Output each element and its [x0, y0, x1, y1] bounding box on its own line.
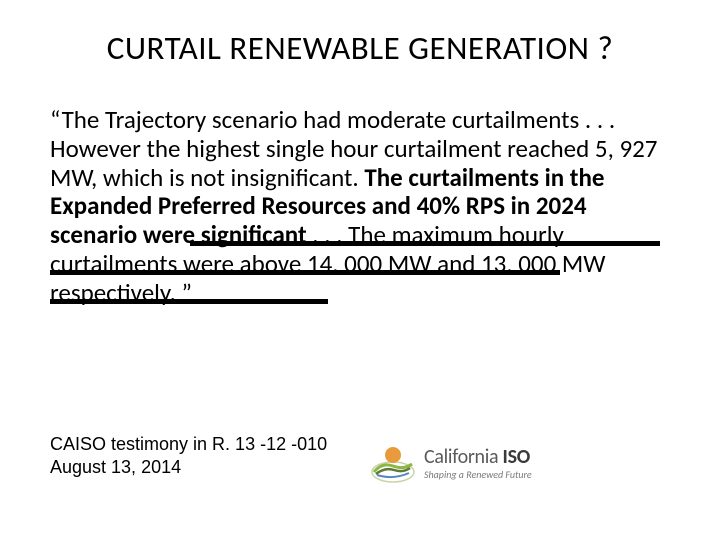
logo-text-block: California ISO Shaping a Renewed Future: [424, 445, 532, 481]
logo-main-text: California ISO: [424, 445, 532, 469]
caiso-logo: California ISO Shaping a Renewed Future: [370, 442, 532, 484]
citation-line2: August 13, 2014: [50, 456, 327, 479]
slide-title: CURTAIL RENEWABLE GENERATION ?: [50, 28, 670, 68]
underline-bar: [190, 241, 660, 246]
logo-prefix: California: [424, 445, 503, 469]
logo-tagline: Shaping a Renewed Future: [424, 468, 532, 481]
logo-mark-icon: [370, 442, 416, 484]
logo-iso: ISO: [503, 445, 530, 469]
slide-container: CURTAIL RENEWABLE GENERATION ? “The Traj…: [0, 0, 720, 540]
body-paragraph: “The Trajectory scenario had moderate cu…: [50, 106, 670, 307]
citation-line1: CAISO testimony in R. 13 -12 -010: [50, 433, 327, 456]
citation-block: CAISO testimony in R. 13 -12 -010 August…: [50, 433, 327, 478]
underline-bar: [50, 270, 560, 275]
underline-bar: [50, 299, 328, 304]
